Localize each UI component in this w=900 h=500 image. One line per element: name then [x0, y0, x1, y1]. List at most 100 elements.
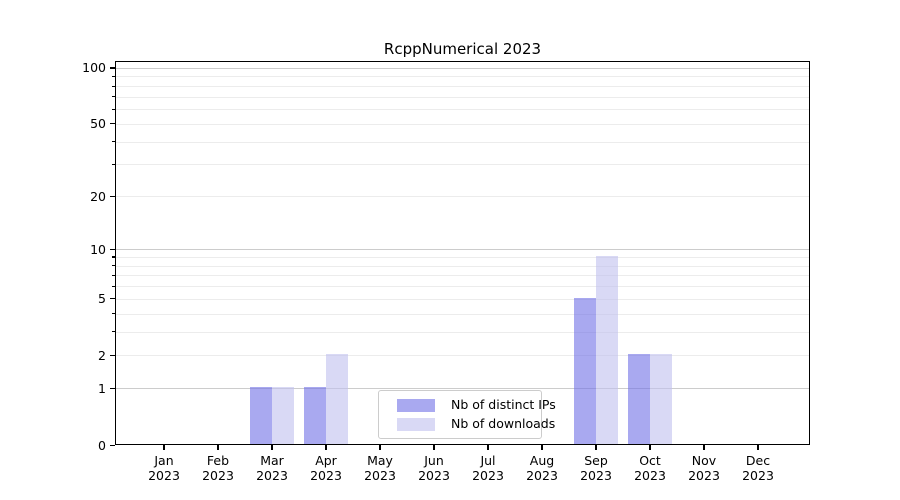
minor-gridline [116, 355, 809, 357]
x-tick-label: Nov 2023 [674, 453, 734, 483]
x-tick-month: Sep [584, 453, 608, 468]
y-tick-label: 100 [82, 60, 106, 76]
x-tick [541, 445, 543, 450]
x-tick-label: May 2023 [350, 453, 410, 483]
x-tick-year: 2023 [580, 468, 612, 483]
minor-gridline [116, 96, 809, 98]
minor-gridline [116, 298, 809, 300]
bar-distinct-ips-mar [250, 387, 272, 444]
minor-gridline [116, 265, 809, 267]
x-tick-label: Apr 2023 [296, 453, 356, 483]
minor-gridline [116, 109, 809, 111]
y-tick [110, 444, 115, 446]
y-minor-tick [112, 96, 115, 98]
x-tick-label: Sep 2023 [566, 453, 626, 483]
y-tick-label: 0 [98, 437, 106, 453]
minor-gridline [116, 256, 809, 258]
bar-distinct-ips-sep [574, 297, 596, 444]
y-tick-label: 20 [90, 188, 106, 204]
x-tick-label: Aug 2023 [512, 453, 572, 483]
y-minor-tick [112, 256, 115, 258]
minor-gridline [116, 275, 809, 277]
y-tick-label: 10 [90, 241, 106, 257]
y-minor-tick [112, 331, 115, 333]
x-tick-month: Jul [480, 453, 496, 468]
y-minor-tick [112, 265, 115, 267]
x-tick [271, 445, 273, 450]
y-minor-tick [112, 85, 115, 87]
major-gridline [116, 67, 809, 69]
x-tick-month: Feb [206, 453, 230, 468]
x-tick-year: 2023 [364, 468, 396, 483]
x-tick [163, 445, 165, 450]
x-tick-label: Dec 2023 [728, 453, 788, 483]
y-minor-tick [112, 274, 115, 276]
y-tick-label: 50 [90, 116, 106, 132]
x-tick-label: Jun 2023 [404, 453, 464, 483]
y-tick [110, 195, 115, 197]
x-tick-year: 2023 [688, 468, 720, 483]
minor-gridline [116, 196, 809, 198]
x-tick-month: Apr [315, 453, 337, 468]
x-tick-month: May [367, 453, 393, 468]
x-tick-label: Jan 2023 [134, 453, 194, 483]
legend-swatch-downloads-icon [397, 417, 435, 431]
x-tick-month: Aug [529, 453, 555, 468]
x-tick [379, 445, 381, 450]
legend-label-downloads: Nb of downloads [451, 416, 556, 431]
legend-item-distinct-ips: Nb of distinct IPs [397, 398, 556, 412]
legend-swatch-distinct-ips-icon [397, 398, 435, 412]
minor-gridline [116, 164, 809, 166]
x-tick [325, 445, 327, 450]
y-tick [110, 298, 115, 300]
x-tick-year: 2023 [202, 468, 234, 483]
y-tick [110, 248, 115, 250]
x-tick [703, 445, 705, 450]
x-tick-year: 2023 [742, 468, 774, 483]
bar-downloads-apr [326, 354, 348, 444]
minor-gridline [116, 141, 809, 143]
minor-gridline [116, 331, 809, 333]
x-tick-year: 2023 [310, 468, 342, 483]
x-tick-year: 2023 [418, 468, 450, 483]
major-gridline [116, 249, 809, 251]
y-minor-tick [112, 163, 115, 166]
major-gridline [116, 388, 809, 390]
y-tick [110, 354, 115, 356]
x-tick-year: 2023 [148, 468, 180, 483]
x-tick-label: Feb 2023 [188, 453, 248, 483]
x-tick [595, 445, 597, 450]
x-tick-label: Mar 2023 [242, 453, 302, 483]
chart-title: RcppNumerical 2023 [383, 40, 542, 58]
x-tick [649, 445, 651, 450]
y-tick [110, 387, 115, 390]
y-tick-label: 5 [98, 291, 106, 307]
y-tick [110, 123, 115, 125]
bar-downloads-mar [272, 387, 294, 444]
y-minor-tick [112, 141, 115, 143]
y-minor-tick [112, 313, 115, 315]
bar-downloads-sep [596, 255, 618, 444]
minor-gridline [116, 286, 809, 288]
x-tick-month: Mar [260, 453, 284, 468]
minor-gridline [116, 313, 809, 315]
x-tick-month: Oct [639, 453, 661, 468]
x-tick [433, 445, 435, 450]
x-tick-month: Nov [691, 453, 717, 468]
minor-gridline [116, 76, 809, 78]
x-tick-month: Dec [745, 453, 771, 468]
x-tick-month: Jan [154, 453, 174, 468]
legend-item-downloads: Nb of downloads [397, 417, 555, 431]
y-tick-label: 2 [98, 347, 106, 363]
bar-distinct-ips-apr [304, 387, 326, 444]
x-tick-year: 2023 [256, 468, 288, 483]
x-tick-label: Oct 2023 [620, 453, 680, 483]
minor-gridline [116, 123, 809, 125]
x-tick [487, 445, 489, 450]
x-tick [217, 445, 219, 450]
minor-gridline [116, 86, 809, 87]
y-tick-label: 1 [98, 380, 106, 396]
x-tick-year: 2023 [526, 468, 558, 483]
plot-area [115, 61, 810, 445]
x-tick-year: 2023 [634, 468, 666, 483]
